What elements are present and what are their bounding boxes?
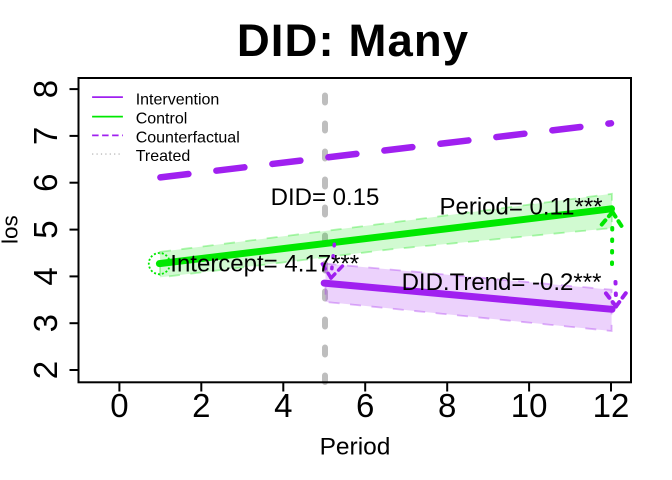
svg-text:10: 10 — [511, 387, 548, 424]
svg-text:Intercept= 4.17***: Intercept= 4.17*** — [170, 251, 359, 278]
svg-text:DID: Many: DID: Many — [237, 15, 469, 66]
svg-text:6: 6 — [27, 174, 64, 192]
svg-text:4: 4 — [27, 267, 64, 285]
svg-text:Intervention: Intervention — [136, 91, 220, 108]
svg-text:6: 6 — [356, 387, 374, 424]
svg-text:7: 7 — [27, 127, 64, 145]
svg-text:2: 2 — [27, 361, 64, 379]
svg-text:DID.Trend= -0.2***: DID.Trend= -0.2*** — [402, 269, 602, 296]
svg-text:12: 12 — [593, 387, 630, 424]
svg-text:0: 0 — [110, 387, 128, 424]
svg-text:Treated: Treated — [136, 148, 191, 165]
svg-text:Period: Period — [320, 434, 391, 461]
svg-text:4: 4 — [274, 387, 292, 424]
svg-text:Period= 0.11***: Period= 0.11*** — [439, 194, 602, 221]
svg-text:3: 3 — [27, 314, 64, 332]
svg-text:Counterfactual: Counterfactual — [136, 130, 240, 147]
svg-text:8: 8 — [27, 80, 64, 98]
svg-text:Control: Control — [136, 110, 188, 127]
svg-text:8: 8 — [438, 387, 456, 424]
svg-text:DID= 0.15: DID= 0.15 — [271, 184, 380, 211]
svg-text:2: 2 — [192, 387, 210, 424]
svg-text:5: 5 — [27, 220, 64, 238]
svg-text:los: los — [0, 215, 23, 244]
